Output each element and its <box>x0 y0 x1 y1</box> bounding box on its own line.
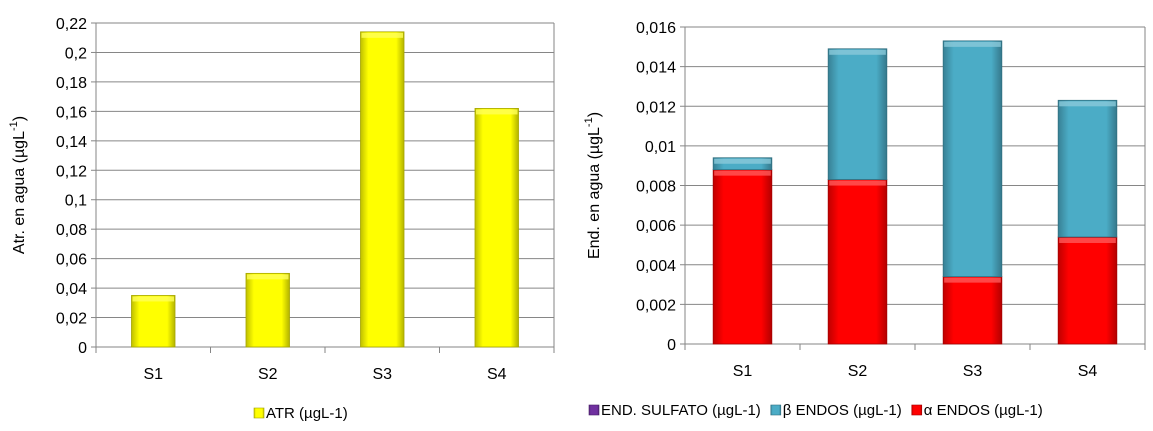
y-tick-label: 0,2 <box>65 45 87 62</box>
legend: END. SULFATO (µgL-1) β ENDOS (µgL-1) α END… <box>588 402 1043 419</box>
bar-s2-series-2 <box>827 179 888 345</box>
x-tick-label: S2 <box>258 366 278 383</box>
bar-bevel <box>475 109 518 115</box>
y-tick-label: 0,14 <box>56 134 87 151</box>
y-tick-label: 0,006 <box>636 218 676 235</box>
y-tick-label: 0,06 <box>56 252 87 269</box>
bar-s4-series-1 <box>1057 99 1118 238</box>
legend-swatch <box>588 404 600 416</box>
bar-bevel <box>246 274 289 280</box>
endosulfan-chart: 0 0,002 0,004 0,006 0,008 0,01 0,012 0,014 0,016… <box>575 0 1153 426</box>
y-tick-label: 0,012 <box>636 99 676 116</box>
legend-label: α ENDOS (µgL-1) <box>924 402 1043 419</box>
y-tick-label: 0,04 <box>56 281 87 298</box>
y-tick-label: 0,004 <box>636 258 676 275</box>
bar-s4-series-2 <box>1057 236 1118 345</box>
y-tick-label: 0,016 <box>636 20 676 37</box>
y-tick-label: 0,22 <box>56 16 87 33</box>
x-tick-label: S1 <box>733 363 753 380</box>
legend-label: END. SULFATO (µgL-1) <box>601 402 761 419</box>
bar-s1-series-0 <box>131 295 176 348</box>
legend-label: β ENDOS (µgL-1) <box>783 402 902 419</box>
x-tick-label: S2 <box>848 363 868 380</box>
y-tick-label: 0,002 <box>636 297 676 314</box>
y-axis-title: Atr. en agua (µgL-1) <box>8 116 28 254</box>
bar-bevel <box>132 296 175 302</box>
bar-bevel <box>714 170 771 176</box>
bar-s3-series-2 <box>942 276 1003 345</box>
legend-swatch <box>911 404 923 416</box>
y-tick-label: 0,014 <box>636 60 676 77</box>
atrazine-chart-svg: 0 0,02 0,04 0,06 0,08 0,1 0,12 0,14 0,16 0,18 0,2 0… <box>8 16 555 422</box>
x-tick-label: S1 <box>143 366 163 383</box>
bar-bevel <box>944 277 1001 283</box>
y-tick-label: 0,1 <box>65 193 87 210</box>
y-tick-label: 0,18 <box>56 75 87 92</box>
y-tick-label: 0,01 <box>645 139 676 156</box>
y-tick-label: 0 <box>667 337 676 354</box>
bar-bevel <box>944 41 1001 47</box>
bar-s4-series-0 <box>474 108 519 348</box>
y-tick-label: 0,008 <box>636 179 676 196</box>
y-tick-label: 0,12 <box>56 163 87 180</box>
y-tick-label: 0 <box>78 340 87 357</box>
endosulfan-chart-svg: 0 0,002 0,004 0,006 0,008 0,01 0,012 0,014 0,016… <box>583 20 1146 419</box>
bar-bevel <box>1059 238 1116 244</box>
x-tick-label: S3 <box>963 363 983 380</box>
legend: ATR (µgL-1) <box>253 405 348 422</box>
bar-s1-series-2 <box>712 169 773 345</box>
legend-swatch <box>253 407 265 419</box>
x-tick-label: S3 <box>372 366 392 383</box>
y-tick-label: 0,02 <box>56 311 87 328</box>
y-tick-label: 0,16 <box>56 104 87 121</box>
bar-bevel <box>829 180 886 186</box>
y-axis-title: End. en agua (µgL-1) <box>583 112 603 259</box>
legend-label: ATR (µgL-1) <box>266 405 348 422</box>
atrazine-chart: 0 0,02 0,04 0,06 0,08 0,1 0,12 0,14 0,16 0,18 0,2 0… <box>0 0 570 426</box>
bar-bevel <box>714 158 771 164</box>
bar-s3-series-1 <box>942 40 1003 278</box>
bar-s2-series-1 <box>827 48 888 180</box>
x-tick-label: S4 <box>487 366 507 383</box>
legend-swatch <box>770 404 782 416</box>
y-tick-label: 0,08 <box>56 222 87 239</box>
bar-bevel <box>361 32 404 38</box>
bar-s3-series-0 <box>360 31 405 348</box>
bar-bevel <box>1059 101 1116 107</box>
x-tick-label: S4 <box>1078 363 1098 380</box>
bar-bevel <box>829 49 886 55</box>
bar-s2-series-0 <box>245 272 290 348</box>
